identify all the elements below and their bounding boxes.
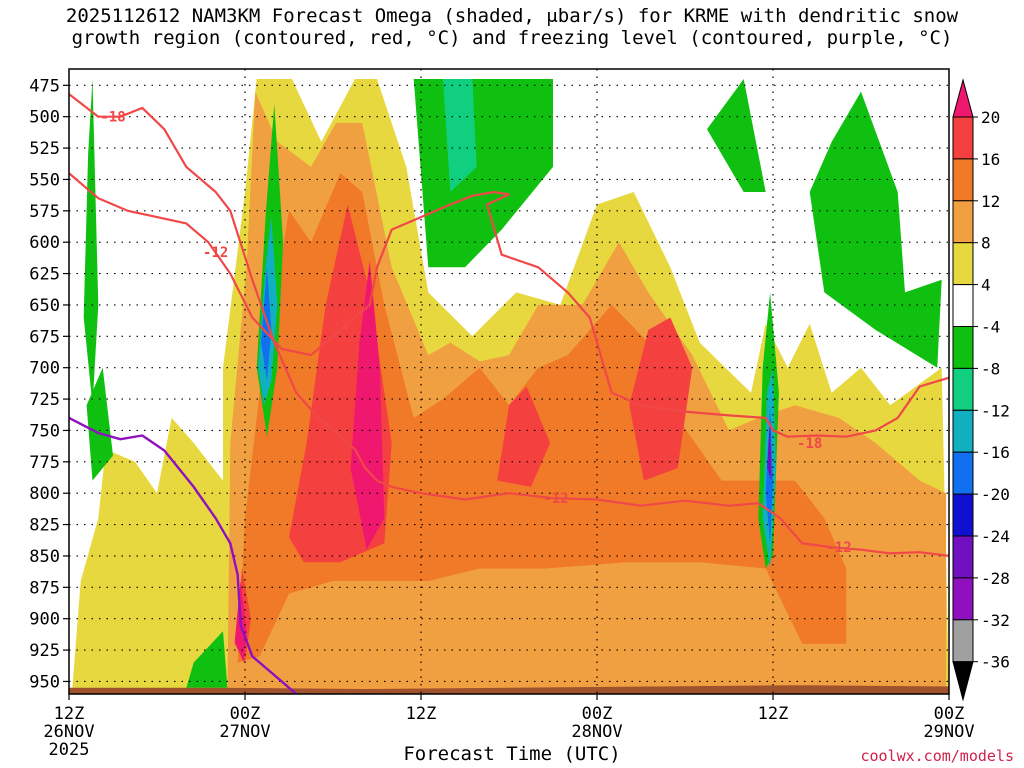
- colorbar-swatch-1: [952, 116, 974, 160]
- x-tick-label-36-1: 28NOV: [571, 722, 622, 742]
- y-tick-label-525: 525: [29, 139, 60, 159]
- contour-label-1: -12: [203, 245, 228, 261]
- colorbar-label-11: -28: [981, 569, 1010, 588]
- x-axis-title: Forecast Time (UTC): [403, 743, 621, 765]
- colorbar-swatch-3: [952, 200, 974, 244]
- temperature-contours: [69, 93, 949, 694]
- y-tick-label-950: 950: [29, 672, 60, 692]
- colorbar-label-10: -24: [981, 527, 1010, 546]
- contour-label-3: -12: [543, 491, 568, 507]
- y-tick-label-775: 775: [29, 453, 60, 473]
- colorbar-swatch-6: [952, 326, 974, 369]
- colorbar-swatch-7: [952, 367, 974, 411]
- contour-label-2: -1: [332, 317, 349, 333]
- colorbar-label-2: 12: [981, 192, 1000, 211]
- omega-region--4-14: [83, 79, 99, 406]
- colorbar-swatch-10: [952, 493, 974, 537]
- ground-terrain: [69, 685, 949, 694]
- contour-label-4: -18: [797, 436, 822, 452]
- x-tick-label-0-0: 12Z: [54, 704, 85, 724]
- x-tick-label-48-0: 12Z: [758, 704, 789, 724]
- y-tick-label-750: 750: [29, 421, 60, 441]
- y-tick-label-500: 500: [29, 108, 60, 128]
- colorbar-swatch-11: [952, 535, 974, 579]
- y-tick-label-800: 800: [29, 484, 60, 504]
- y-tick-label-925: 925: [29, 641, 60, 661]
- colorbar-label-5: -4: [981, 318, 1000, 337]
- chart-title-line-1: 2025112612 NAM3KM Forecast Omega (shaded…: [65, 5, 959, 27]
- y-tick-label-700: 700: [29, 359, 60, 379]
- colorbar-label-13: -36: [981, 653, 1010, 672]
- colorbar-swatch-2: [952, 158, 974, 202]
- colorbar-swatch-5: [952, 284, 974, 328]
- contour-label-5: -12: [826, 540, 851, 556]
- omega-region-20-8: [350, 261, 385, 550]
- x-tick-label-12-1: 27NOV: [219, 722, 270, 742]
- colorbar-label-8: -16: [981, 443, 1010, 462]
- omega-region--20-23: [767, 417, 772, 481]
- colorbar-label-6: -8: [981, 359, 1000, 378]
- colorbar-bottom-arrow: [952, 661, 974, 702]
- colorbar-swatch-9: [952, 451, 974, 495]
- y-tick-label-850: 850: [29, 547, 60, 567]
- omega-shading: [71, 79, 949, 694]
- x-tick-label-36-0: 00Z: [582, 704, 613, 724]
- y-tick-label-625: 625: [29, 265, 60, 285]
- y-tick-label-875: 875: [29, 578, 60, 598]
- omega-region-16-6: [629, 317, 693, 481]
- colorbar-label-9: -20: [981, 485, 1010, 504]
- site-credit-link[interactable]: coolwx.com/models: [860, 747, 1014, 765]
- omega-region--4-11: [707, 79, 766, 192]
- x-tick-label-0-1: 26NOV: [43, 722, 94, 742]
- colorbar-top-arrow: [952, 78, 974, 118]
- dendritic-contour-1: [69, 172, 949, 438]
- y-tick-label-600: 600: [29, 233, 60, 253]
- omega-region--4-12: [809, 91, 942, 368]
- chart-title-line-2: growth region (contoured, red, °C) and f…: [71, 27, 953, 49]
- x-tick-label-24-0: 12Z: [406, 704, 437, 724]
- omega-region-12-3: [237, 173, 847, 663]
- colorbar-swatch-13: [952, 619, 974, 663]
- colorbar: 20 16 12 8 4 -4 -8 -12 -16 -20 -24 -28 -32 -36: [952, 78, 1010, 702]
- colorbar-label-12: -32: [981, 611, 1010, 630]
- ground-band: [69, 685, 949, 694]
- omega-region-16-5: [497, 386, 551, 487]
- omega-region--16-21: [261, 267, 272, 381]
- colorbar-label-1: 16: [981, 150, 1000, 169]
- colorbar-swatch-4: [952, 242, 974, 286]
- x-tick-label-0-2: 2025: [49, 740, 90, 760]
- colorbar-label-0: 20: [981, 108, 1000, 127]
- omega-region--4-17: [86, 367, 113, 481]
- y-tick-label-475: 475: [29, 76, 60, 96]
- x-tick-label-60-1: 29NOV: [923, 722, 974, 742]
- x-tick-label-12-0: 00Z: [230, 704, 261, 724]
- y-tick-label-575: 575: [29, 202, 60, 222]
- contour-label-0: -18: [100, 110, 125, 126]
- y-tick-label-825: 825: [29, 516, 60, 536]
- colorbar-swatch-8: [952, 409, 974, 453]
- colorbar-label-4: 4: [981, 276, 991, 295]
- colorbar-label-3: 8: [981, 234, 991, 253]
- freezing-level-contour: [69, 416, 298, 694]
- y-axis: 475 500 525 550 575 600 625 650 675 700 725 750 775 8…: [29, 76, 69, 692]
- plot-frame: [68, 68, 950, 695]
- y-tick-label-900: 900: [29, 610, 60, 630]
- dendritic-contour-0: [69, 93, 949, 557]
- y-tick-label-725: 725: [29, 390, 60, 410]
- omega-region--8-18: [443, 79, 477, 192]
- x-tick-label-60-0: 00Z: [934, 704, 965, 724]
- contour-labels: -18 -12 -1 -12 -18 -12: [100, 110, 851, 556]
- colorbar-swatch-12: [952, 577, 974, 621]
- y-tick-label-650: 650: [29, 296, 60, 316]
- y-tick-label-550: 550: [29, 170, 60, 190]
- omega-region--4-16: [186, 631, 228, 688]
- omega-region-4-1: [71, 417, 224, 694]
- y-tick-label-675: 675: [29, 327, 60, 347]
- colorbar-label-7: -12: [981, 401, 1010, 420]
